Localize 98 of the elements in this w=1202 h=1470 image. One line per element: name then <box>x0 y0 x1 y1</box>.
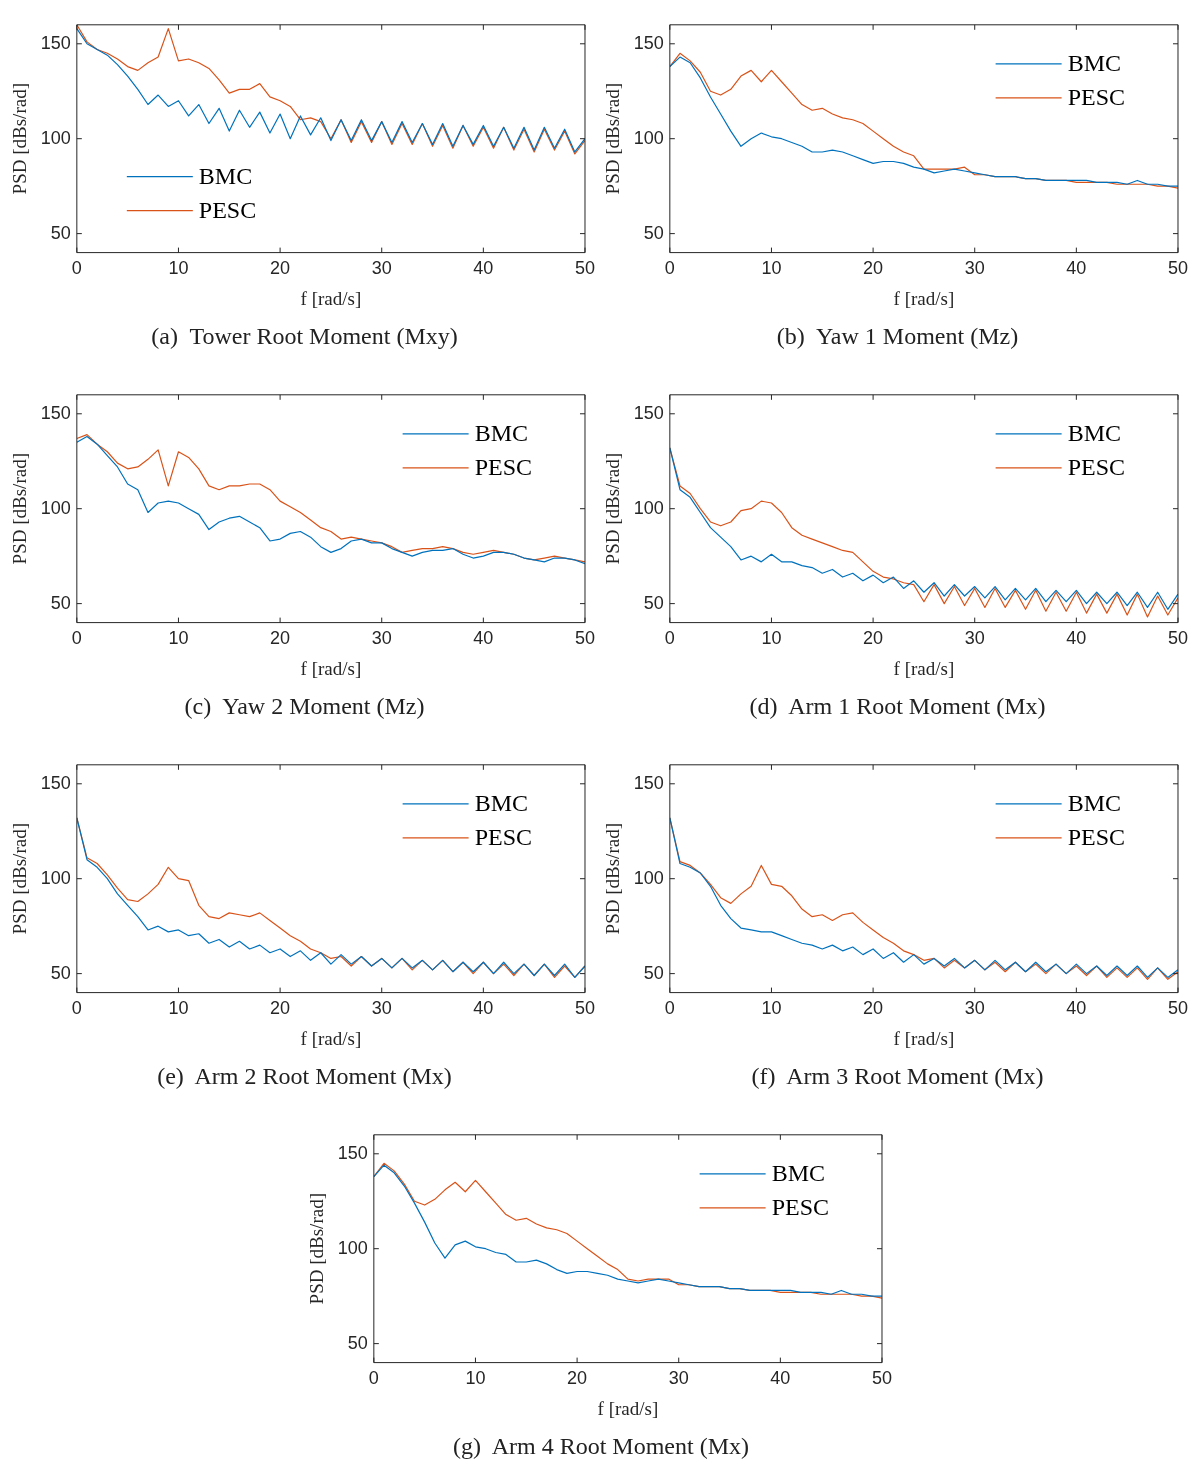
x-tick-label: 50 <box>574 628 595 649</box>
x-axis-title: f [rad/s] <box>300 657 362 679</box>
x-tick-label: 50 <box>1167 258 1188 279</box>
y-axis-title: PSD [dBs/rad] <box>305 1193 327 1305</box>
y-axis-title: PSD [dBs/rad] <box>602 83 624 195</box>
x-tick-label: 30 <box>371 998 392 1019</box>
x-tick-label: 10 <box>464 1368 485 1389</box>
text: (g) Arm 4 Root Moment (Mx) <box>453 1433 749 1460</box>
y-tick-label: 50 <box>643 962 664 983</box>
x-tick-label: 40 <box>473 628 494 649</box>
x-axis-title: f [rad/s] <box>893 657 955 679</box>
legend-label: PESC <box>198 196 257 223</box>
y-axis-title: PSD [dBs/rad] <box>602 823 624 935</box>
legend-label: BMC <box>198 162 253 189</box>
x-axis-title: f [rad/s] <box>300 287 362 309</box>
y-tick-label: 100 <box>40 867 71 888</box>
x-tick-label: 0 <box>71 998 82 1019</box>
x-tick-label: 40 <box>1066 628 1087 649</box>
legend-label: BMC <box>474 790 528 817</box>
y-axis-title: PSD [dBs/rad] <box>9 83 31 195</box>
x-tick-label: 50 <box>574 998 595 1019</box>
x-tick-label: 20 <box>863 628 884 649</box>
y-axis-title: PSD [dBs/rad] <box>602 453 624 565</box>
y-tick-label: 150 <box>633 32 664 53</box>
text: (f) Arm 3 Root Moment (Mx) <box>751 1063 1044 1090</box>
x-tick-label: 30 <box>964 628 985 649</box>
x-tick-label: 50 <box>1167 998 1188 1019</box>
y-tick-label: 50 <box>50 222 71 243</box>
text: (e) Arm 2 Root Moment (Mx) <box>157 1063 452 1090</box>
text: (d) Arm 1 Root Moment (Mx) <box>749 693 1046 720</box>
x-tick-label: 40 <box>473 258 494 279</box>
x-axis-title: f [rad/s] <box>893 287 955 309</box>
x-axis-title: f [rad/s] <box>300 1027 362 1049</box>
legend-label: PESC <box>1067 824 1125 851</box>
legend-label: BMC <box>1067 50 1121 77</box>
y-tick-label: 100 <box>40 497 71 518</box>
y-tick-label: 100 <box>633 127 664 148</box>
x-tick-label: 40 <box>1066 998 1087 1019</box>
x-tick-label: 10 <box>168 258 189 279</box>
x-tick-label: 10 <box>168 628 189 649</box>
y-tick-label: 50 <box>347 1332 368 1353</box>
x-tick-label: 30 <box>371 258 392 279</box>
x-tick-label: 40 <box>769 1368 790 1389</box>
x-tick-label: 0 <box>664 628 675 649</box>
x-axis-title: f [rad/s] <box>893 1027 955 1049</box>
y-axis-title: PSD [dBs/rad] <box>9 823 31 935</box>
x-tick-label: 30 <box>964 998 985 1019</box>
legend-label: BMC <box>1067 790 1121 817</box>
text: (b) Yaw 1 Moment (Mz) <box>776 323 1019 350</box>
legend-label: PESC <box>771 1194 829 1221</box>
x-tick-label: 0 <box>368 1368 379 1389</box>
y-tick-label: 150 <box>633 402 664 423</box>
y-tick-label: 100 <box>633 867 664 888</box>
x-axis-title: f [rad/s] <box>597 1397 658 1419</box>
y-tick-label: 50 <box>50 592 71 613</box>
x-tick-label: 10 <box>761 628 782 649</box>
x-tick-label: 20 <box>566 1368 587 1389</box>
legend-label: BMC <box>1067 420 1121 447</box>
x-tick-label: 20 <box>270 258 291 279</box>
legend-label: PESC <box>474 824 532 851</box>
x-tick-label: 50 <box>1167 628 1188 649</box>
x-tick-label: 0 <box>664 258 675 279</box>
text: (c) Yaw 2 Moment (Mz) <box>184 693 425 720</box>
y-tick-label: 150 <box>337 1142 368 1163</box>
legend-label: BMC <box>474 420 528 447</box>
y-tick-label: 150 <box>633 772 664 793</box>
x-tick-label: 30 <box>668 1368 689 1389</box>
y-tick-label: 150 <box>40 32 71 53</box>
y-tick-label: 50 <box>50 962 71 983</box>
y-tick-label: 50 <box>643 592 664 613</box>
x-tick-label: 0 <box>71 628 82 649</box>
y-tick-label: 50 <box>643 222 664 243</box>
y-tick-label: 100 <box>40 127 71 148</box>
x-tick-label: 0 <box>664 998 675 1019</box>
legend-label: PESC <box>1067 454 1125 481</box>
x-tick-label: 10 <box>761 258 782 279</box>
legend-label: PESC <box>474 454 532 481</box>
x-tick-label: 50 <box>871 1368 892 1389</box>
x-tick-label: 20 <box>270 998 291 1019</box>
x-tick-label: 20 <box>863 258 884 279</box>
legend-label: PESC <box>1067 84 1125 111</box>
x-tick-label: 30 <box>371 628 392 649</box>
y-tick-label: 150 <box>40 402 71 423</box>
x-tick-label: 50 <box>574 258 595 279</box>
y-tick-label: 100 <box>633 497 664 518</box>
legend-label: BMC <box>771 1160 825 1187</box>
x-tick-label: 40 <box>1066 258 1087 279</box>
x-tick-label: 20 <box>863 998 884 1019</box>
x-tick-label: 10 <box>761 998 782 1019</box>
x-tick-label: 30 <box>964 258 985 279</box>
y-tick-label: 100 <box>337 1237 368 1258</box>
x-tick-label: 10 <box>168 998 189 1019</box>
x-tick-label: 40 <box>473 998 494 1019</box>
y-tick-label: 150 <box>40 772 71 793</box>
text: (a) Tower Root Moment (Mxy) <box>151 323 458 350</box>
x-tick-label: 20 <box>270 628 291 649</box>
y-axis-title: PSD [dBs/rad] <box>9 453 31 565</box>
x-tick-label: 0 <box>71 258 82 279</box>
